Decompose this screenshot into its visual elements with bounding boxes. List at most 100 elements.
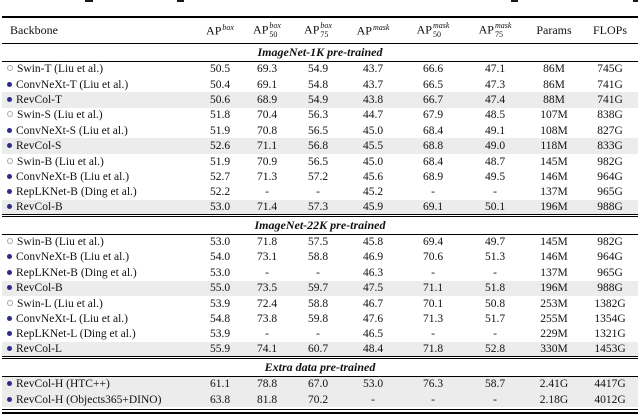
value-cell: 53.0 bbox=[209, 266, 231, 279]
table-bottom-rule bbox=[2, 409, 638, 414]
value-cell: 47.6 bbox=[362, 313, 384, 326]
backbone-name: RevCol-S bbox=[16, 140, 62, 153]
value-cell: 47.3 bbox=[484, 78, 506, 91]
value-cell: 51.8 bbox=[484, 282, 506, 295]
value-cell: 48.7 bbox=[484, 155, 506, 168]
value-cell: 146M bbox=[540, 251, 568, 264]
ap-base: AP bbox=[206, 23, 222, 38]
value-cell: 988G bbox=[597, 200, 623, 213]
value-cell: 69.3 bbox=[256, 63, 278, 76]
value-cell: 46.7 bbox=[362, 297, 384, 310]
value-cell: 50.6 bbox=[209, 93, 231, 106]
value-cell: - bbox=[431, 393, 435, 406]
value-cell: 53.9 bbox=[209, 297, 231, 310]
value-cell: 57.2 bbox=[307, 170, 329, 183]
value-cell: 988G bbox=[597, 282, 623, 295]
value-cell: 52.2 bbox=[209, 186, 231, 199]
value-cell: 54.8 bbox=[307, 78, 329, 91]
value-cell: 50.1 bbox=[484, 200, 506, 213]
value-cell: 78.8 bbox=[256, 378, 278, 391]
value-cell: 51.9 bbox=[209, 124, 231, 137]
value-cell: 54.9 bbox=[307, 63, 329, 76]
value-cell: 46.5 bbox=[362, 328, 384, 341]
value-cell: - bbox=[431, 266, 435, 279]
value-cell: 50.5 bbox=[209, 63, 231, 76]
column-header-ap-mask-50: AP mask 50 bbox=[402, 16, 464, 44]
caption-fragment bbox=[511, 0, 518, 2]
ap-superscript: mask bbox=[372, 22, 390, 32]
value-cell: - bbox=[265, 266, 269, 279]
section-title: ImageNet-1K pre-trained bbox=[2, 43, 638, 62]
backbone-name: Swin-B (Liu et al.) bbox=[17, 155, 104, 168]
table-header: Backbone APbox AP box 50 AP box 75 APmask AP mask 5… bbox=[2, 16, 638, 44]
backbone-cell: Swin-B (Liu et al.) bbox=[2, 154, 198, 169]
value-cell: 838G bbox=[597, 109, 623, 122]
backbone-cell: ConvNeXt-T (Liu et al.) bbox=[2, 77, 198, 92]
table-row: RevCol-B 53.0 71.4 57.3 45.9 69.1 50.1 196M 988G bbox=[2, 200, 638, 216]
section-header: ImageNet-22K pre-trained bbox=[2, 213, 638, 235]
value-cell: 66.5 bbox=[422, 78, 444, 91]
backbone-name: RevCol-L bbox=[16, 343, 62, 356]
ap-subscript: 75 bbox=[494, 29, 503, 39]
open-circle-icon bbox=[7, 65, 13, 72]
value-cell: 45.2 bbox=[362, 186, 384, 199]
backbone-cell: RepLKNet-B (Ding et al.) bbox=[2, 185, 198, 200]
value-cell: 745G bbox=[597, 63, 623, 76]
value-cell: 964G bbox=[597, 170, 623, 183]
backbone-cell: RevCol-H (HTC++) bbox=[2, 377, 198, 392]
value-cell: 58.8 bbox=[307, 297, 329, 310]
value-cell: 71.3 bbox=[422, 313, 444, 326]
section-title: ImageNet-22K pre-trained bbox=[2, 213, 638, 235]
value-cell: 965G bbox=[597, 266, 623, 279]
value-cell: 71.8 bbox=[256, 236, 278, 249]
value-cell: 107M bbox=[540, 109, 568, 122]
table-row: Swin-B (Liu et al.) 53.0 71.8 57.5 45.8 69.4 4… bbox=[2, 234, 638, 249]
backbone-cell: RevCol-T bbox=[2, 92, 198, 107]
open-circle-icon bbox=[7, 157, 13, 164]
value-cell: 48.5 bbox=[484, 109, 506, 122]
value-cell: 45.0 bbox=[362, 155, 384, 168]
table-row: Swin-B (Liu et al.) 51.9 70.9 56.5 45.0 68.4 4… bbox=[2, 154, 638, 169]
value-cell: 118M bbox=[540, 140, 568, 153]
value-cell: 53.0 bbox=[209, 200, 231, 213]
table-row: RepLKNet-B (Ding et al.) 53.0 - - 46.3 - - 137M… bbox=[2, 265, 638, 280]
backbone-cell: ConvNeXt-B (Liu et al.) bbox=[2, 169, 198, 184]
value-cell: 48.4 bbox=[362, 343, 384, 356]
header-row: Backbone APbox AP box 50 AP box 75 APmask AP mask 5… bbox=[2, 16, 638, 44]
ap-superscript: box bbox=[320, 20, 332, 30]
table-row: ConvNeXt-T (Liu et al.) 50.4 69.1 54.8 43.7 6… bbox=[2, 77, 638, 92]
table-row: RepLKNet-L (Ding et al.) 53.9 - - 46.5 - - 229M… bbox=[2, 327, 638, 342]
value-cell: 88M bbox=[543, 93, 565, 106]
table-row: RevCol-H (Objects365+DINO) 63.8 81.8 70.2 - -… bbox=[2, 391, 638, 408]
value-cell: 833G bbox=[597, 140, 623, 153]
table-row: RevCol-S 52.6 71.1 56.8 45.5 68.8 49.0 118M 833G bbox=[2, 138, 638, 154]
value-cell: 51.3 bbox=[484, 251, 506, 264]
value-cell: 63.8 bbox=[209, 393, 231, 406]
open-circle-icon bbox=[7, 299, 13, 306]
value-cell: 51.7 bbox=[484, 313, 506, 326]
open-circle-icon bbox=[7, 238, 13, 245]
table-row: Swin-T (Liu et al.) 50.5 69.3 54.9 43.7 66.6 4… bbox=[2, 62, 638, 77]
value-cell: 137M bbox=[540, 266, 568, 279]
value-cell: 253M bbox=[540, 297, 568, 310]
filled-bullet-icon bbox=[7, 81, 12, 87]
value-cell: 255M bbox=[540, 313, 568, 326]
backbone-name: Swin-L (Liu et al.) bbox=[17, 297, 103, 310]
value-cell: 330M bbox=[540, 343, 568, 356]
backbone-name: RevCol-H (HTC++) bbox=[16, 378, 110, 391]
backbone-cell: Swin-S (Liu et al.) bbox=[2, 108, 198, 123]
ap-supsub: box 75 bbox=[320, 20, 332, 40]
value-cell: 45.6 bbox=[362, 170, 384, 183]
value-cell: 56.5 bbox=[307, 155, 329, 168]
value-cell: 55.0 bbox=[209, 282, 231, 295]
ap-supsub: box 50 bbox=[269, 21, 281, 40]
value-cell: 68.9 bbox=[422, 170, 444, 183]
value-cell: 70.6 bbox=[422, 251, 444, 264]
value-cell: 56.8 bbox=[307, 140, 329, 153]
filled-bullet-icon bbox=[7, 173, 12, 179]
value-cell: 58.8 bbox=[307, 251, 329, 264]
value-cell: 59.8 bbox=[307, 313, 329, 326]
value-cell: - bbox=[493, 328, 497, 341]
filled-bullet-icon bbox=[7, 254, 12, 260]
table-body: ImageNet-1K pre-trained Swin-T (Liu et al… bbox=[2, 43, 638, 408]
